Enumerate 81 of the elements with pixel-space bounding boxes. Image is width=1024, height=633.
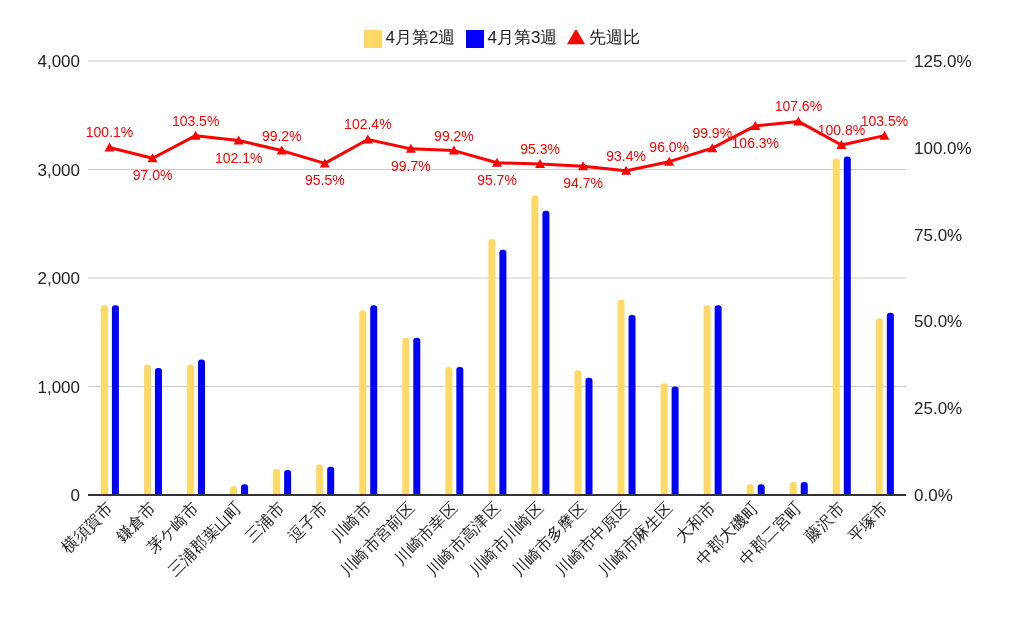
data-label: 103.5% (171, 112, 220, 129)
bar (316, 464, 324, 495)
bar (574, 370, 582, 495)
data-label: 102.4% (344, 116, 392, 133)
data-label: 94.7% (563, 175, 603, 192)
bar (445, 366, 453, 495)
point (793, 116, 804, 126)
data-label: 95.7% (477, 171, 517, 188)
bar (542, 210, 550, 495)
data-label: 99.7% (391, 157, 431, 174)
point (664, 156, 675, 166)
point (405, 143, 416, 153)
bar (617, 299, 625, 495)
data-label: 99.2% (261, 127, 302, 144)
y2-tick-label: 100.0% (914, 138, 972, 158)
bar (370, 305, 378, 495)
bar (886, 312, 894, 495)
point (492, 157, 502, 167)
y-tick-label: 3,000 (37, 160, 80, 180)
y-tick-label: 1,000 (37, 377, 80, 397)
bar (402, 337, 410, 495)
bar (154, 368, 162, 495)
data-label: 95.5% (304, 172, 345, 189)
point (535, 159, 546, 169)
legend-label: 4月第2週 (385, 28, 456, 47)
data-label: 99.9% (692, 125, 733, 142)
point (750, 120, 761, 130)
bar (703, 305, 711, 495)
bar (671, 386, 679, 495)
bar (843, 156, 851, 495)
point (578, 161, 589, 171)
bar (531, 195, 539, 495)
bar (456, 366, 464, 495)
bar (499, 249, 507, 495)
y2-tick-label: 75.0% (914, 225, 963, 245)
point (276, 145, 287, 155)
y2-tick-label: 0.0% (914, 486, 953, 506)
data-label: 107.6% (774, 98, 823, 115)
data-label: 100.1% (85, 124, 134, 141)
bar (327, 466, 335, 495)
bar (488, 238, 496, 495)
point (190, 130, 201, 140)
y-tick-label: 0 (70, 486, 80, 506)
bar (143, 364, 151, 495)
legend-label: 4月第3週 (487, 28, 558, 47)
point (879, 130, 890, 140)
point (836, 140, 847, 150)
data-label: 93.4% (606, 147, 647, 164)
bar (628, 314, 636, 495)
bar (875, 318, 883, 495)
point (104, 142, 115, 152)
bar (714, 305, 722, 495)
data-label: 97.0% (132, 167, 173, 184)
bar (832, 158, 840, 495)
bar (100, 305, 108, 495)
point (147, 153, 158, 163)
bar (660, 383, 668, 495)
bar (359, 310, 367, 495)
y-tick-label: 4,000 (37, 52, 80, 72)
bar (111, 305, 119, 495)
y2-tick-label: 25.0% (914, 399, 963, 419)
point (362, 134, 373, 144)
data-label: 106.3% (731, 134, 780, 151)
y-tick-label: 2,000 (37, 269, 80, 289)
data-label: 102.1% (214, 149, 263, 166)
bar (284, 470, 292, 495)
data-label: 95.3% (520, 141, 560, 158)
data-label: 96.0% (649, 138, 690, 155)
bar (198, 359, 206, 495)
bar (585, 377, 593, 495)
point (448, 145, 459, 155)
point (621, 165, 632, 175)
bar (413, 337, 421, 495)
y2-tick-label: 125.0% (914, 52, 972, 72)
bar (187, 364, 195, 495)
point (233, 135, 244, 145)
y2-tick-label: 50.0% (914, 312, 963, 332)
data-label: 99.2% (434, 127, 474, 144)
bar (273, 468, 281, 495)
point (707, 143, 718, 153)
legend-label: 先週比 (589, 28, 641, 47)
